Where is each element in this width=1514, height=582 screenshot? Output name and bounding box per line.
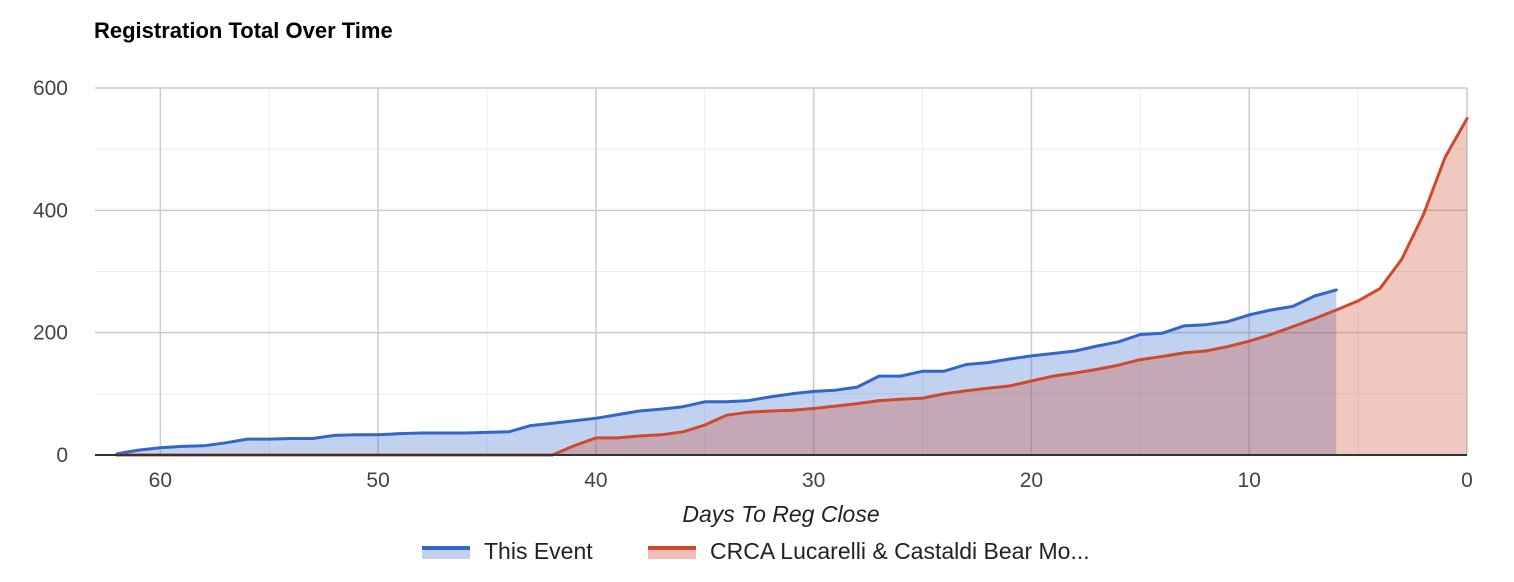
grid-lines [95,87,1468,456]
x-axis-title: Days To Reg Close [682,501,879,527]
y-tick-label: 600 [33,77,68,100]
series-area-1 [116,289,1337,455]
x-tick-label: 10 [1238,469,1261,492]
y-tick-label: 200 [33,322,68,345]
chart-title: Registration Total Over Time [94,18,393,43]
tick-labels: 0 200 400 600 60 50 40 30 20 10 0 [33,77,1473,492]
x-tick-label: 30 [802,469,825,492]
legend-swatch [422,543,470,559]
legend-item-1[interactable]: This Event [422,535,593,567]
legend-swatch [648,543,696,559]
legend-label: CRCA Lucarelli & Castaldi Bear Mo... [710,537,1090,564]
legend: This Event CRCA Lucarelli & Castaldi Bear… [0,535,1514,567]
x-tick-label: 50 [366,469,389,492]
legend-item-2[interactable]: CRCA Lucarelli & Castaldi Bear Mo... [648,535,1090,567]
y-tick-label: 0 [56,444,68,467]
legend-label: This Event [484,537,593,564]
x-tick-label: 0 [1461,469,1473,492]
x-tick-label: 60 [149,469,172,492]
x-tick-label: 40 [584,469,607,492]
x-tick-label: 20 [1020,469,1043,492]
series-line-1 [115,288,1338,456]
series-areas [116,118,1467,455]
series-area-2 [116,118,1467,455]
chart-plot: 0 200 400 600 60 50 40 30 20 10 0 Days To Reg Clos… [33,77,1473,527]
y-tick-label: 400 [33,199,68,222]
